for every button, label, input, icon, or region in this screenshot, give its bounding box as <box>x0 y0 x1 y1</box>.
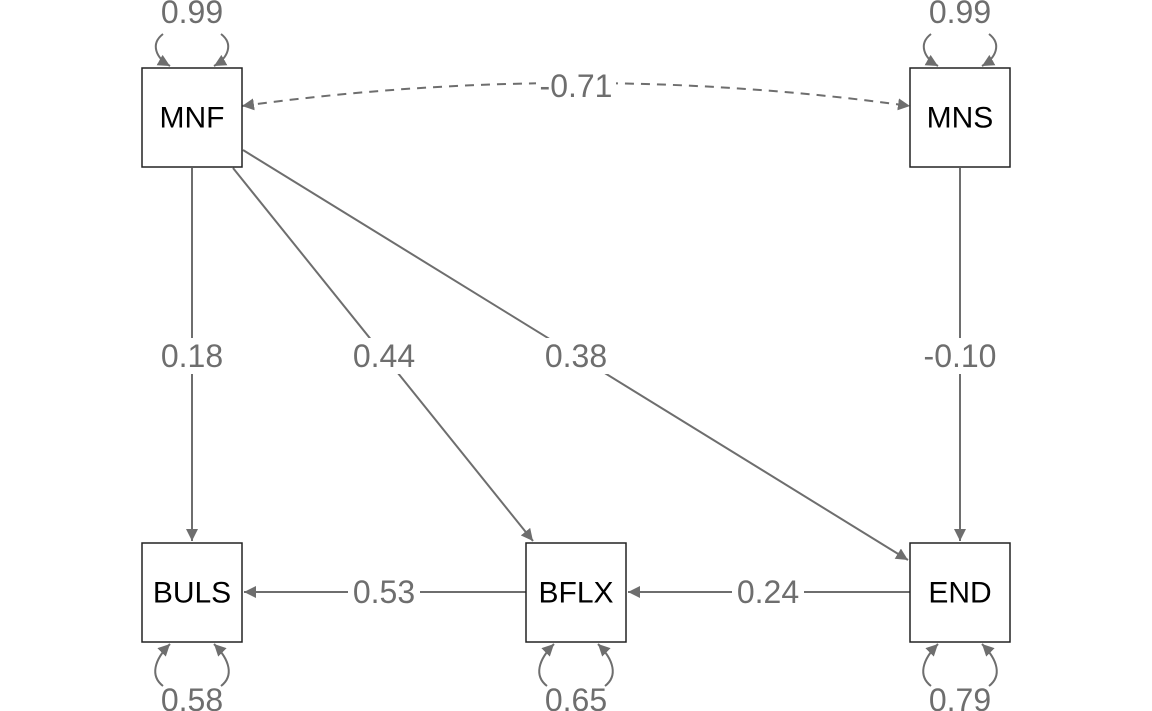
path-label-mnf-end: 0.38 <box>545 338 607 374</box>
edge-labels: -0.71 0.18 0.44 0.38 -0.10 0.53 0.24 0.9… <box>156 0 1002 711</box>
residual-loop-bflx <box>538 643 555 687</box>
covariance-label-mnf-mns: -0.71 <box>540 68 613 104</box>
residual-label-mnf: 0.99 <box>161 0 223 30</box>
residual-loop-mns <box>922 33 939 67</box>
path-label-mns-end: -0.10 <box>924 338 997 374</box>
residual-loop-bflx-right <box>597 643 614 687</box>
residual-loop-buls-right <box>213 643 230 687</box>
residual-loop-mnf <box>154 33 171 67</box>
residual-label-bflx: 0.65 <box>545 682 607 711</box>
node-label-end: END <box>928 577 991 610</box>
residual-loops <box>154 33 998 687</box>
node-label-buls: BULS <box>153 577 231 610</box>
residual-loop-mns-right <box>981 33 998 67</box>
residual-loop-mnf-right <box>213 33 230 67</box>
residual-label-buls: 0.58 <box>161 682 223 711</box>
node-label-mns: MNS <box>927 102 994 135</box>
node-label-mnf: MNF <box>160 102 225 135</box>
node-mnf: MNF <box>141 67 243 168</box>
node-mns: MNS <box>909 67 1011 168</box>
residual-label-mns: 0.99 <box>929 0 991 30</box>
residual-loop-end <box>922 643 939 687</box>
path-label-mnf-bflx: 0.44 <box>353 338 415 374</box>
node-buls: BULS <box>141 542 243 643</box>
node-label-bflx: BFLX <box>538 577 613 610</box>
path-label-end-bflx: 0.24 <box>737 574 799 610</box>
residual-loop-end-right <box>981 643 998 687</box>
residual-loop-buls <box>154 643 171 687</box>
node-end: END <box>909 542 1011 643</box>
node-bflx: BFLX <box>525 542 627 643</box>
path-label-bflx-buls: 0.53 <box>353 574 415 610</box>
residual-label-end: 0.79 <box>929 682 991 711</box>
path-label-mnf-buls: 0.18 <box>161 338 223 374</box>
